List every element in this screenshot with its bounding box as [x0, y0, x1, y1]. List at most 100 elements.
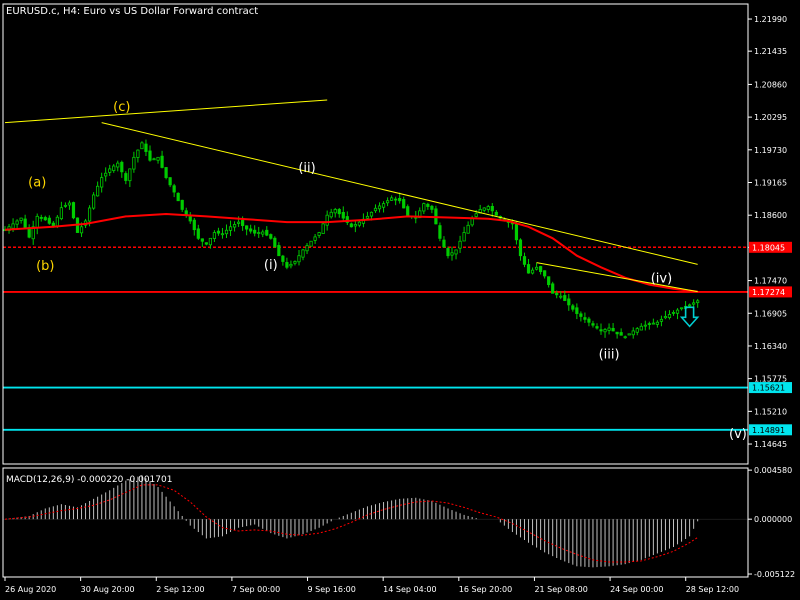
- candle-body: [241, 220, 245, 227]
- candle-body: [394, 198, 398, 201]
- candle-body: [301, 249, 305, 258]
- candle-body: [35, 215, 39, 229]
- y-tick-label: 1.21435: [754, 47, 787, 56]
- candle-body: [144, 143, 148, 152]
- candle-body: [530, 269, 535, 274]
- candle-body: [285, 262, 289, 268]
- x-tick-label: 2 Sep 12:00: [156, 585, 204, 594]
- trendline[interactable]: [536, 262, 698, 293]
- candle-body: [406, 206, 410, 216]
- candle-body: [627, 333, 631, 336]
- candle-body: [112, 165, 116, 171]
- candle-body: [369, 211, 374, 217]
- candle-body: [152, 158, 156, 161]
- candle-body: [55, 216, 59, 227]
- candle-body: [245, 225, 249, 230]
- candle-body: [426, 203, 430, 207]
- candle-body: [188, 216, 192, 222]
- candle-body: [696, 300, 700, 304]
- macd-y-tick-label: -0.005122: [754, 570, 795, 579]
- candle-body: [575, 307, 579, 314]
- wave-label: (i): [264, 258, 278, 273]
- candle-body: [647, 323, 651, 325]
- candle-body: [398, 198, 402, 202]
- candle-body: [196, 228, 200, 239]
- candle-body: [341, 212, 345, 219]
- candle-body: [345, 216, 349, 223]
- candle-body: [164, 167, 168, 178]
- candle-body: [623, 336, 627, 339]
- x-tick-label: 7 Sep 00:00: [232, 585, 280, 594]
- candle-body: [543, 270, 547, 277]
- candle-body: [659, 318, 664, 322]
- candle-body: [655, 321, 659, 325]
- candle-body: [79, 226, 84, 234]
- price-panel[interactable]: (a) (b) (c) (i) (ii) (iii) (iv) (v): [3, 99, 748, 442]
- level-label-bg: [749, 382, 792, 394]
- chart-title: EURUSD.c, H4: Euro vs US Dollar Forward …: [6, 6, 258, 17]
- candle-body: [39, 217, 43, 219]
- candle-body: [128, 168, 132, 182]
- wave-label: (a): [28, 175, 46, 190]
- candle-body: [47, 217, 51, 224]
- down-arrow-icon: [679, 306, 700, 328]
- y-tick-label: 1.16905: [754, 309, 787, 318]
- candle-body: [522, 256, 527, 265]
- candle-body: [631, 330, 635, 336]
- candle-body: [402, 199, 406, 209]
- candle-body: [539, 266, 543, 273]
- candle-body: [43, 217, 47, 221]
- candle-body: [603, 329, 607, 333]
- candle-body: [140, 142, 144, 150]
- candle-body: [321, 223, 325, 234]
- candle-body: [265, 229, 269, 236]
- x-tick-label: 9 Sep 16:00: [308, 585, 356, 594]
- candle-body: [261, 231, 265, 235]
- candle-body: [71, 202, 76, 219]
- wave-label: (b): [36, 259, 54, 274]
- y-tick-label: 1.19730: [754, 146, 787, 155]
- trendline[interactable]: [4, 99, 328, 124]
- candle-body: [551, 283, 555, 294]
- candle-body: [373, 207, 378, 212]
- candle-body: [639, 325, 643, 331]
- candle-body: [273, 237, 277, 248]
- candle-body: [220, 233, 225, 236]
- candle-body: [124, 173, 128, 181]
- candle-body: [349, 223, 353, 228]
- y-tick-label: 1.15775: [754, 375, 787, 384]
- macd-y-tick-label: 0.004580: [754, 466, 792, 475]
- y-tick-label: 1.16340: [754, 342, 787, 351]
- candle-body: [200, 238, 204, 242]
- candle-body: [692, 302, 696, 305]
- level-label-bg: [749, 424, 792, 436]
- candle-body: [587, 318, 591, 323]
- candle-body: [224, 229, 229, 235]
- candle-body: [438, 225, 442, 239]
- macd-panel[interactable]: [3, 475, 748, 568]
- candle-body: [104, 172, 108, 177]
- candle-body: [19, 217, 23, 221]
- candle-body: [108, 168, 112, 173]
- x-tick-label: 21 Sep 08:00: [534, 585, 587, 594]
- candle-body: [216, 230, 221, 234]
- candle-body: [579, 313, 583, 317]
- candle-body: [599, 329, 603, 332]
- y-tick-label: 1.20860: [754, 80, 787, 89]
- candle-body: [92, 194, 96, 209]
- x-tick-label: 30 Aug 20:00: [81, 585, 135, 594]
- candle-body: [651, 322, 655, 325]
- candle-body: [160, 155, 164, 168]
- candle-body: [277, 245, 281, 257]
- candle-body: [63, 204, 68, 207]
- candle-body: [11, 223, 15, 229]
- y-tick-label: 1.20295: [754, 113, 787, 122]
- candle-body: [15, 220, 19, 225]
- candle-body: [353, 224, 357, 227]
- candle-body: [132, 156, 136, 170]
- trendline[interactable]: [101, 122, 698, 265]
- candle-body: [555, 292, 559, 296]
- candle-body: [87, 207, 92, 222]
- candle-body: [136, 149, 140, 158]
